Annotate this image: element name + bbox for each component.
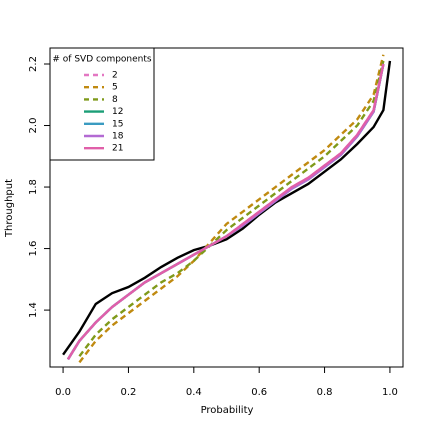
series-line <box>66 63 385 360</box>
x-tick-label: 0.6 <box>251 387 267 398</box>
series-line <box>78 54 385 364</box>
legend-title: # of SVD components <box>52 55 152 65</box>
y-tick-label: 2.0 <box>28 118 39 134</box>
x-tick-label: 0.0 <box>55 387 71 398</box>
legend-label: 21 <box>112 144 123 154</box>
y-tick-label: 1.8 <box>28 179 39 195</box>
x-tick-label: 0.2 <box>120 387 136 398</box>
series-line <box>78 60 385 357</box>
plot-area <box>62 54 392 364</box>
x-tick-label: 1.0 <box>382 387 398 398</box>
plot-frame <box>49 47 404 368</box>
x-axis-label: Probability <box>201 405 254 416</box>
y-axis-label: Throughput <box>4 179 15 238</box>
x-tick-label: 0.4 <box>186 387 202 398</box>
legend-label: 12 <box>112 107 123 117</box>
legend-label: 18 <box>112 132 124 142</box>
legend-label: 15 <box>112 119 123 129</box>
legend-label: 2 <box>112 71 118 81</box>
series-line <box>62 60 392 356</box>
x-tick-label: 0.8 <box>317 387 333 398</box>
legend-label: 8 <box>112 95 118 105</box>
y-tick-label: 1.4 <box>28 302 39 318</box>
y-tick-label: 1.6 <box>28 241 39 257</box>
y-tick-label: 2.2 <box>28 56 39 72</box>
legend-label: 5 <box>112 83 118 93</box>
legend-box <box>49 47 155 161</box>
